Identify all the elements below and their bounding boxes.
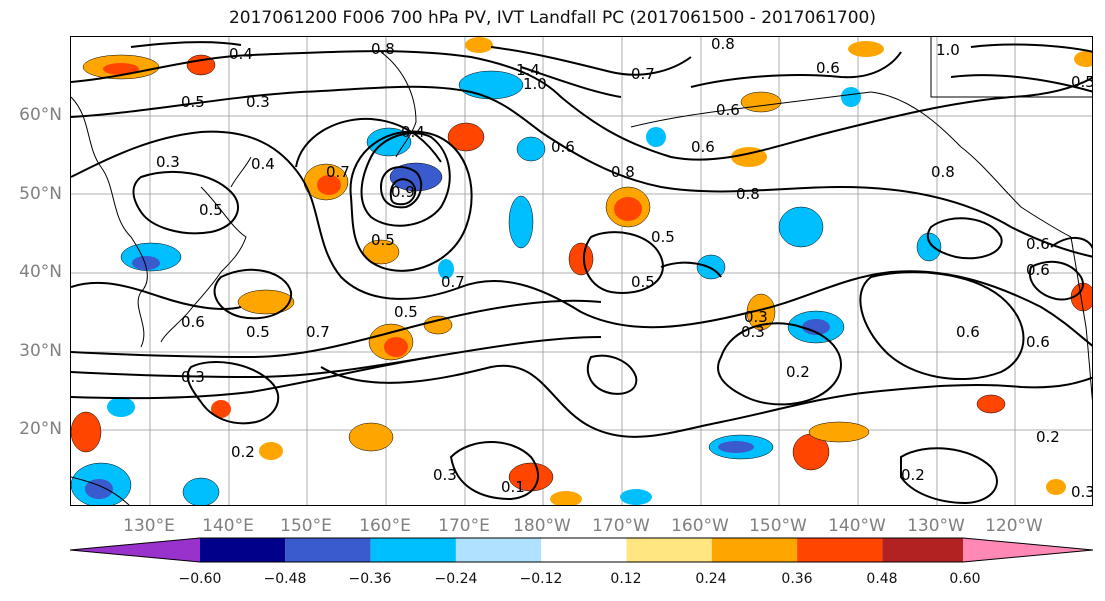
- lon-label: 120°W: [985, 516, 1043, 536]
- lon-label: 150°E: [280, 516, 332, 536]
- contour-label: 0.8: [611, 163, 635, 181]
- colorbar-tick-label: 0.24: [695, 571, 727, 587]
- colorbar-tick-label: −0.48: [263, 571, 307, 587]
- lon-label: 130°E: [123, 516, 175, 536]
- contour-label: 0.6: [551, 138, 575, 156]
- contour-label: 0.3: [246, 93, 270, 111]
- contour-label: 0.4: [251, 155, 275, 173]
- map-panel: 0.4 0.8 1.4 1.0 0.8 0.6 1.0 0.5 0.7 0.3 …: [70, 36, 1093, 506]
- contour-label: 0.5: [1071, 73, 1093, 91]
- colorbar-bin: [285, 538, 371, 562]
- contour-label: 0.6: [716, 101, 740, 119]
- contour-label: 0.8: [371, 40, 395, 58]
- lon-label: 180°W: [513, 516, 571, 536]
- lat-label: 20°N: [19, 419, 62, 439]
- shaded-patches: [71, 37, 1092, 505]
- lon-label: 140°E: [202, 516, 254, 536]
- contour-label: 0.5: [631, 273, 655, 291]
- contour-label: 0.6: [1026, 235, 1050, 253]
- lon-label: 150°W: [749, 516, 807, 536]
- contour-label: 0.8: [736, 185, 760, 203]
- chart-title: 2017061200 F006 700 hPa PV, IVT Landfall…: [228, 8, 876, 28]
- colorbar-bin: [541, 538, 627, 562]
- lon-label: 170°W: [592, 516, 650, 536]
- contour-label: 0.6: [956, 323, 980, 341]
- contour-label: 0.7: [306, 323, 330, 341]
- colorbar-bin: [455, 538, 542, 562]
- contour-label: 0.8: [711, 37, 735, 53]
- lon-label: 160°E: [359, 516, 411, 536]
- contour-label: 0.3: [741, 323, 765, 341]
- lat-label: 50°N: [19, 184, 62, 204]
- contour-label: 0.5: [371, 231, 395, 249]
- contour-label: 0.6: [691, 138, 715, 156]
- contour-label: 0.5: [181, 93, 205, 111]
- lat-label: 30°N: [19, 341, 62, 361]
- contour-label: 0.7: [326, 163, 350, 181]
- colorbar-bin: [200, 538, 286, 562]
- colorbar-tick-label: 0.12: [610, 571, 642, 587]
- colorbar-tick-label: −0.60: [178, 571, 222, 587]
- colorbar-bin: [370, 538, 456, 562]
- contour-label: 0.1: [501, 478, 525, 496]
- contour-label: 0.3: [156, 153, 180, 171]
- contour-label: 0.6: [816, 59, 840, 77]
- contour-label: 0.3: [433, 466, 457, 484]
- colorbar-bin: [626, 538, 712, 562]
- contour-label: 0.3: [181, 368, 205, 386]
- pv-contours: [71, 41, 1092, 505]
- lon-label: 140°W: [828, 516, 886, 536]
- colorbar-tick-label: −0.36: [348, 571, 392, 587]
- contour-label: 0.5: [394, 303, 418, 321]
- contour-label: 0.2: [901, 466, 925, 484]
- colorbar-tick-label: 0.60: [949, 571, 981, 587]
- contour-label: 0.5: [246, 323, 270, 341]
- contour-label: 0.6: [1026, 333, 1050, 351]
- lon-label: 160°W: [671, 516, 729, 536]
- contour-label: 0.8: [931, 163, 955, 181]
- contour-label: 0.5: [199, 201, 223, 219]
- contour-labels: 0.4 0.8 1.4 1.0 0.8 0.6 1.0 0.5 0.7 0.3 …: [156, 37, 1093, 501]
- contour-label: 0.6: [1026, 261, 1050, 279]
- contour-label: 1.4: [516, 61, 540, 79]
- contour-label: 0.2: [786, 363, 810, 381]
- contour-label: 0.9: [391, 183, 415, 201]
- colorbar-tick-label: 0.48: [866, 571, 898, 587]
- colorbar-tick-label: −0.12: [519, 571, 563, 587]
- contour-label: 0.2: [231, 443, 255, 461]
- map-svg: 0.4 0.8 1.4 1.0 0.8 0.6 1.0 0.5 0.7 0.3 …: [71, 37, 1093, 505]
- colorbar-bin: [711, 538, 798, 562]
- colorbar-over-arrow: [963, 538, 1093, 562]
- colorbar-outline: [70, 537, 1093, 563]
- contour-label: 1.0: [936, 41, 960, 59]
- contour-label: 0.2: [1036, 428, 1060, 446]
- lon-label: 130°W: [907, 516, 965, 536]
- contour-label: 0.5: [651, 228, 675, 246]
- lat-label: 40°N: [19, 262, 62, 282]
- contour-label: 0.3: [744, 308, 768, 326]
- colorbar-under-arrow: [70, 538, 200, 562]
- contour-label: 0.7: [441, 273, 465, 291]
- contour-label: 1.0: [523, 75, 547, 93]
- contour-label: 0.6: [181, 313, 205, 331]
- colorbar-tick-label: −0.24: [434, 571, 478, 587]
- colorbar-bin: [797, 538, 883, 562]
- lon-label: 170°E: [438, 516, 490, 536]
- contour-label: 0.4: [401, 123, 425, 141]
- colorbar-tick-label: 0.36: [781, 571, 813, 587]
- contour-label: 0.3: [1071, 483, 1093, 501]
- colorbar-bin: [882, 538, 963, 562]
- colorbar: [70, 537, 1093, 563]
- contour-label: 0.4: [229, 45, 253, 63]
- coastlines: [71, 37, 1092, 505]
- lat-label: 60°N: [19, 105, 62, 125]
- contour-label: 0.7: [631, 65, 655, 83]
